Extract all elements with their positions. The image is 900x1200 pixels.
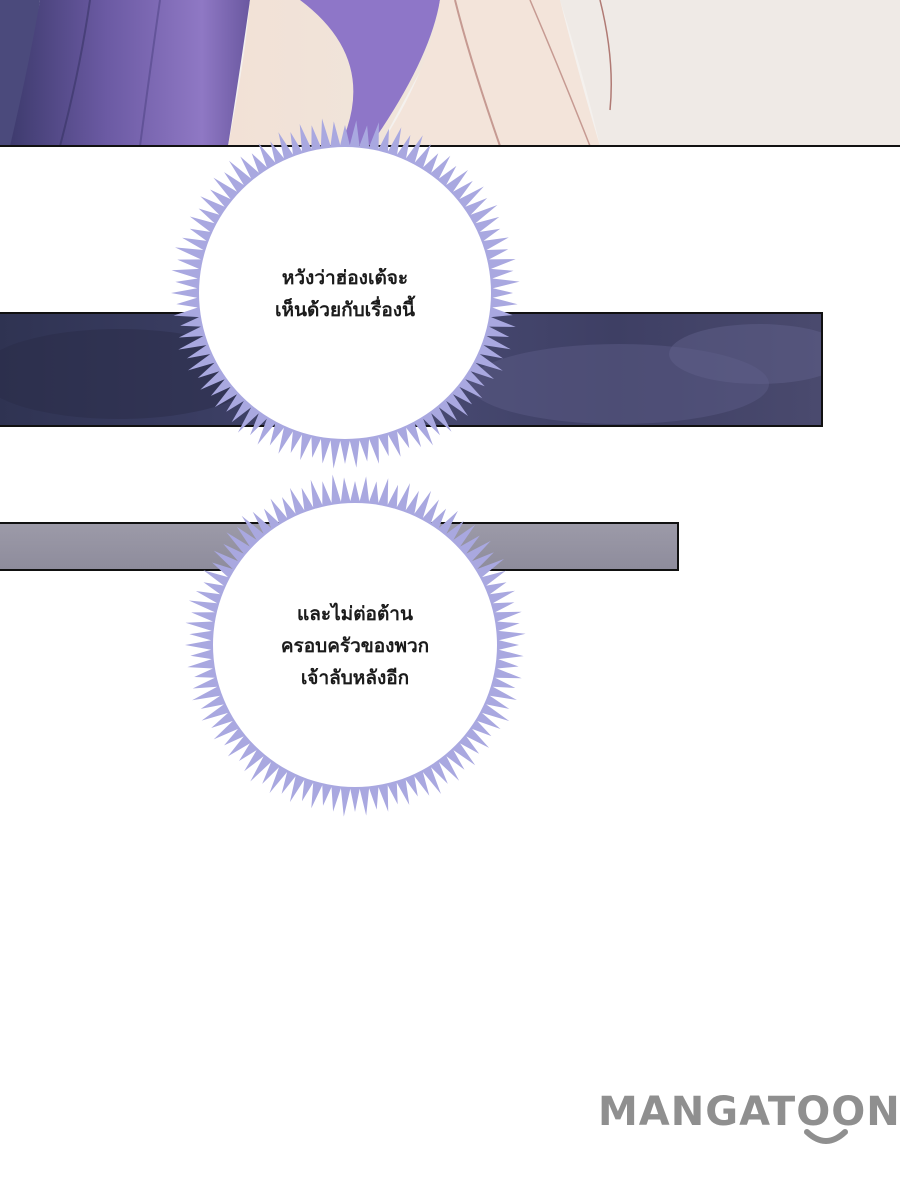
- hair-artwork: [0, 0, 900, 146]
- bubble-2-line-1: และไม่ต่อต้าน: [297, 603, 413, 625]
- bubble-2-line-2: ครอบครัวของพวก: [280, 635, 430, 657]
- smile-icon: [804, 1129, 848, 1144]
- panel-border: [0, 145, 900, 147]
- bubble-2-text: และไม่ต่อต้าน ครอบครัวของพวก เจ้าลับหลัง…: [200, 598, 510, 694]
- night-clouds: [0, 324, 821, 424]
- bubble-1-text: หวังว่าฮ่องเต้จะ เห็นด้วยกับเรื่องนี้: [190, 262, 500, 326]
- bubble-2-line-3: เจ้าลับหลังอีก: [300, 667, 410, 689]
- mangatoon-logo: MANGATOON: [598, 1090, 900, 1154]
- bubble-1-line-2: เห็นด้วยกับเรื่องนี้: [274, 299, 416, 321]
- top-art-panel: [0, 0, 900, 146]
- bubble-body: [213, 503, 497, 787]
- bubble-1-line-1: หวังว่าฮ่องเต้จะ: [281, 267, 409, 289]
- logo-text: MANGATOON: [598, 1089, 900, 1135]
- bubble-body: [199, 147, 491, 439]
